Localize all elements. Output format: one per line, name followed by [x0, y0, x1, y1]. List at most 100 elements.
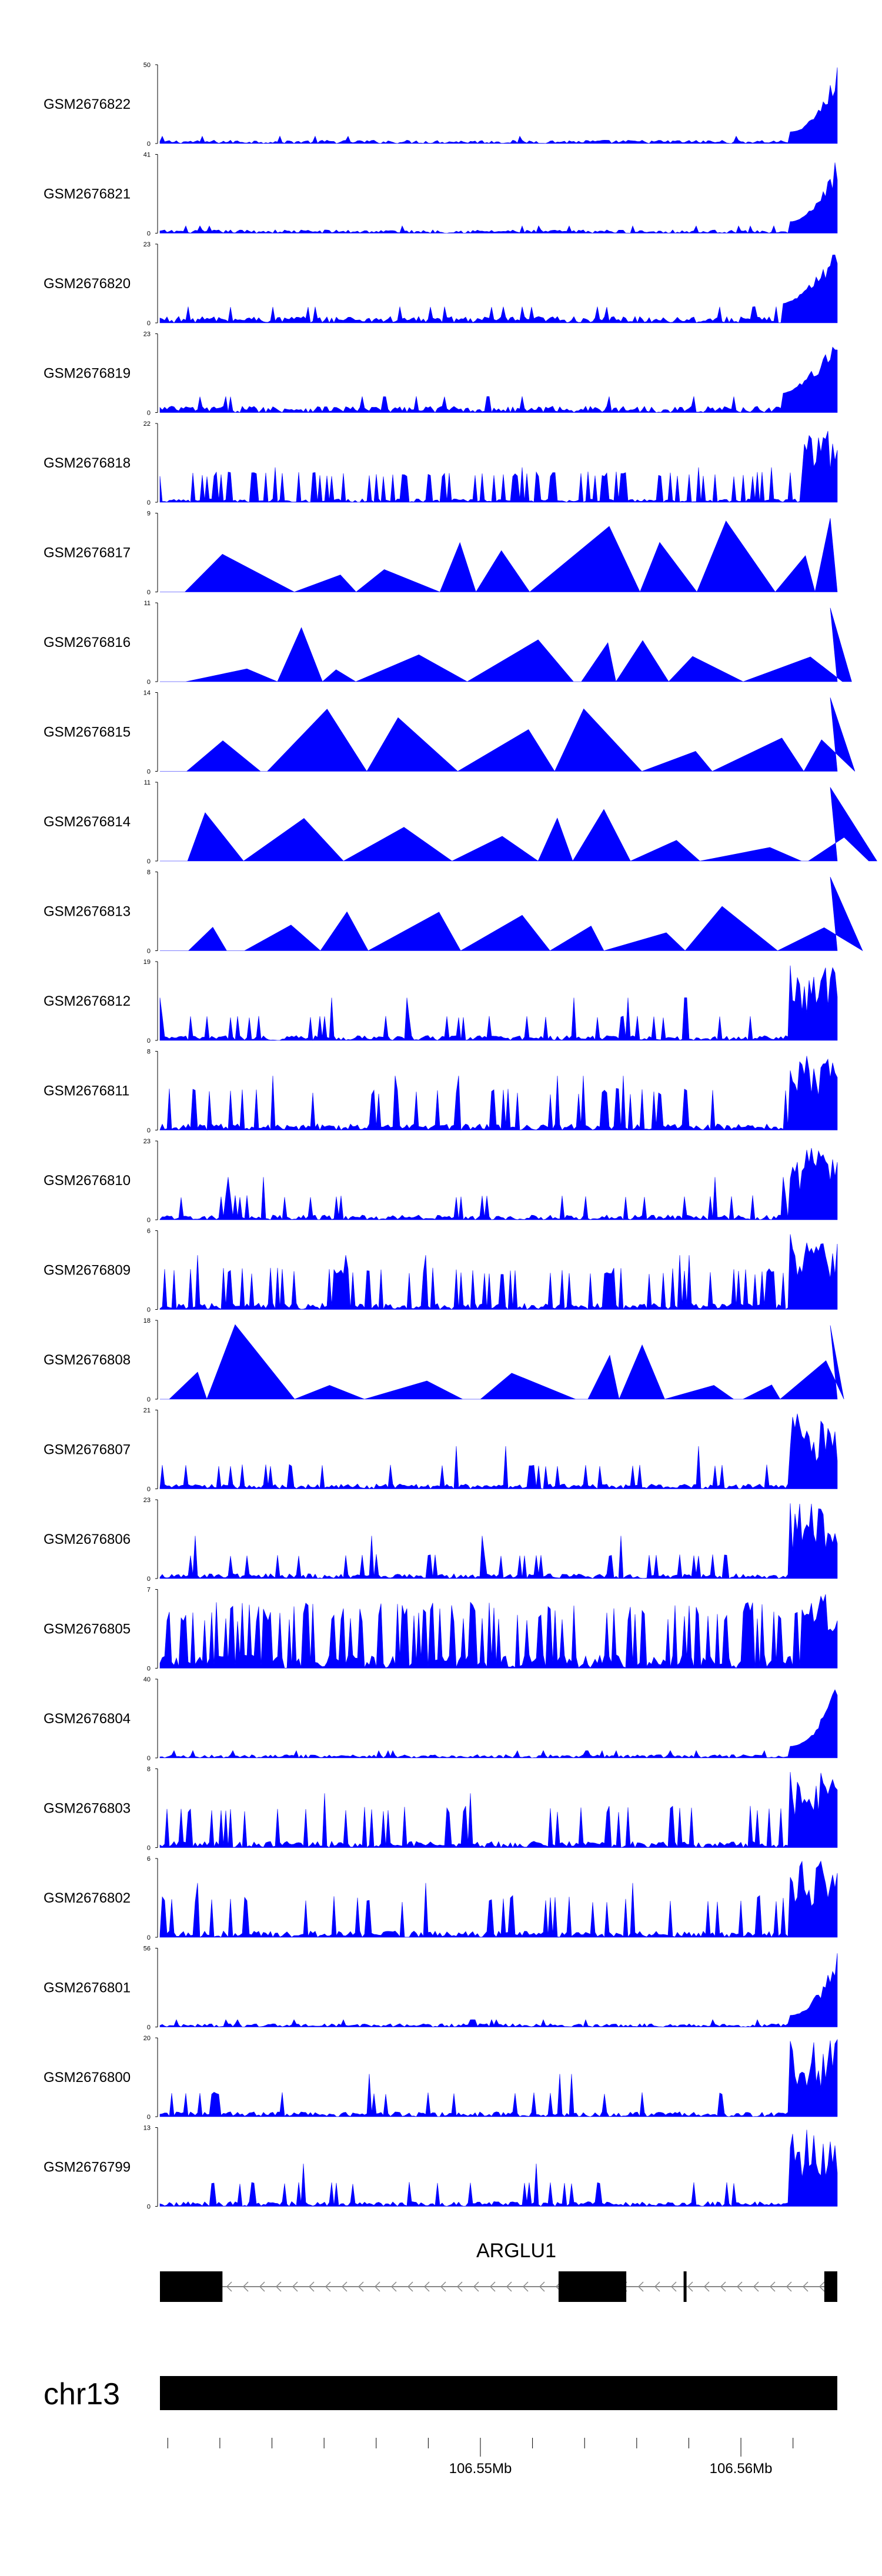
track-ymin-label: 0 [147, 1934, 151, 1941]
strand-arrow [440, 2281, 446, 2292]
track-sample-label: GSM2676807 [44, 1442, 131, 1458]
strand-arrow [489, 2281, 496, 2292]
coverage-track: GSM2676815 14 0 [44, 690, 856, 776]
coverage-area [159, 346, 838, 413]
strand-arrow [341, 2281, 348, 2292]
track-ymin-label: 0 [147, 1576, 151, 1583]
strand-arrow [736, 2281, 743, 2292]
track-sample-label: GSM2676802 [44, 1890, 131, 1906]
coverage-track: GSM2676814 11 0 [44, 779, 877, 865]
track-ymax-label: 23 [143, 331, 151, 338]
strand-arrow [390, 2281, 397, 2292]
coverage-track: GSM2676811 8 0 [44, 1049, 838, 1134]
coverage-track: GSM2676817 9 0 [44, 510, 838, 596]
coverage-track: GSM2676813 8 0 [44, 869, 863, 955]
coverage-area [159, 2038, 838, 2117]
strand-arrow [786, 2281, 792, 2292]
track-ymax-label: 6 [147, 1228, 151, 1235]
coverage-area [160, 787, 877, 862]
coverage-track: GSM2676808 18 0 [44, 1317, 844, 1403]
track-sample-label: GSM2676814 [44, 814, 131, 830]
track-ymax-label: 8 [147, 1766, 151, 1773]
track-sample-label: GSM2676815 [44, 725, 131, 740]
strand-arrow [753, 2281, 759, 2292]
track-sample-label: GSM2676820 [44, 276, 131, 292]
coverage-area [159, 431, 838, 503]
coverage-track: GSM2676809 6 0 [44, 1228, 838, 1314]
coverage-track: GSM2676807 21 0 [44, 1407, 838, 1493]
track-sample-label: GSM2676821 [44, 186, 131, 202]
strand-arrow [703, 2281, 710, 2292]
strand-arrow [423, 2281, 430, 2292]
track-ymax-label: 20 [143, 2035, 151, 2042]
coverage-area [159, 1056, 838, 1131]
coverage-area [159, 2130, 838, 2207]
track-ymax-label: 7 [147, 1587, 151, 1594]
coverage-area [159, 1953, 838, 2027]
track-sample-label: GSM2676817 [44, 545, 131, 561]
coverage-area [160, 698, 856, 772]
coverage-track: GSM2676810 23 0 [44, 1138, 838, 1224]
coverage-track: GSM2676820 23 0 [44, 241, 838, 327]
track-sample-label: GSM2676801 [44, 1980, 131, 1996]
track-ymin-label: 0 [147, 1217, 151, 1224]
track-ymin-label: 0 [147, 1486, 151, 1493]
track-sample-label: GSM2676803 [44, 1801, 131, 1817]
coverage-area [159, 1234, 838, 1310]
coverage-track: GSM2676803 8 0 [44, 1766, 838, 1852]
coverage-area [159, 1771, 838, 1848]
coverage-track: GSM2676802 6 0 [44, 1856, 838, 1941]
strand-arrow [275, 2281, 282, 2292]
track-ymax-label: 11 [144, 779, 151, 786]
track-sample-label: GSM2676810 [44, 1173, 131, 1189]
strand-arrow [374, 2281, 380, 2292]
track-sample-label: GSM2676811 [44, 1083, 129, 1099]
strand-arrow [308, 2281, 315, 2292]
strand-arrow [802, 2281, 808, 2292]
coverage-tracks: GSM2676822500GSM2676821410GSM2676820230G… [44, 62, 877, 2211]
coverage-track: GSM2676822 50 0 [44, 62, 838, 148]
track-ymin-label: 0 [147, 499, 151, 506]
track-ymax-label: 23 [143, 241, 151, 248]
coverage-area [159, 67, 838, 144]
strand-arrow [473, 2281, 479, 2292]
gene-exon [558, 2271, 627, 2302]
track-sample-label: GSM2676812 [44, 993, 131, 1009]
track-ymax-label: 11 [144, 600, 151, 607]
gene-exon [824, 2271, 837, 2302]
strand-arrow [358, 2281, 364, 2292]
track-ymin-label: 0 [147, 948, 151, 955]
track-ymin-label: 0 [147, 1666, 151, 1673]
strand-arrow [242, 2281, 249, 2292]
strand-arrow [325, 2281, 331, 2292]
coverage-area [160, 608, 852, 682]
gene-exon [683, 2271, 687, 2302]
track-sample-label: GSM2676804 [44, 1711, 131, 1727]
track-ymax-label: 14 [143, 690, 151, 697]
track-ymin-label: 0 [147, 2114, 151, 2121]
track-ymin-label: 0 [147, 1845, 151, 1852]
track-ymax-label: 19 [143, 959, 151, 966]
track-sample-label: GSM2676818 [44, 455, 131, 471]
coverage-track: GSM2676818 22 0 [44, 421, 838, 506]
track-sample-label: GSM2676819 [44, 366, 131, 382]
strand-arrow [654, 2281, 660, 2292]
track-ymax-label: 23 [143, 1497, 151, 1504]
track-ymin-label: 0 [147, 1396, 151, 1403]
track-sample-label: GSM2676808 [44, 1352, 131, 1368]
coverage-track: GSM2676799 13 0 [44, 2125, 838, 2211]
track-ymax-label: 22 [143, 421, 151, 428]
strand-arrow [506, 2281, 512, 2292]
coverage-area [159, 1147, 838, 1220]
track-ymin-label: 0 [147, 1037, 151, 1045]
coverage-track: GSM2676819 23 0 [44, 331, 838, 417]
track-ymin-label: 0 [147, 2204, 151, 2211]
coverage-area [159, 1413, 838, 1490]
strand-arrow [259, 2281, 265, 2292]
track-ymax-label: 50 [143, 62, 151, 69]
strand-arrow [522, 2281, 529, 2292]
strand-arrow [687, 2281, 693, 2292]
strand-arrow [637, 2281, 644, 2292]
coverage-track: GSM2676801 56 0 [44, 1946, 838, 2031]
strand-arrow [769, 2281, 776, 2292]
